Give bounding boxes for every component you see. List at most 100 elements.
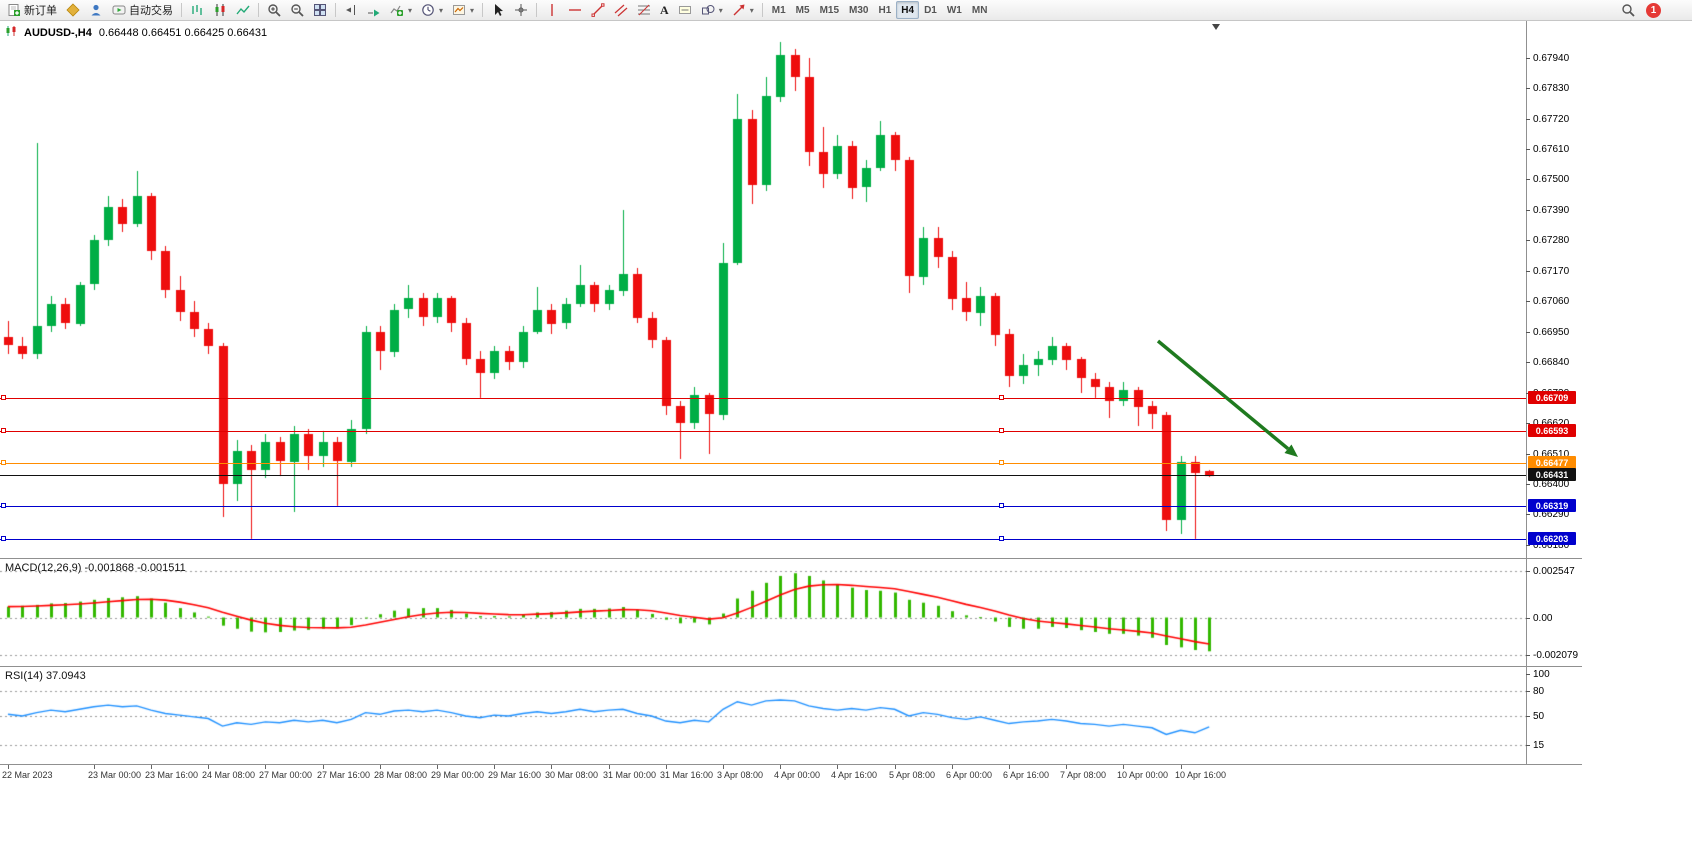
price-axis-tick <box>1526 484 1530 485</box>
dropdown-caret-icon: ▾ <box>408 5 413 15</box>
level-handle[interactable] <box>1 536 6 541</box>
time-axis-label: 28 Mar 08:00 <box>374 770 428 780</box>
time-axis-label: 23 Mar 16:00 <box>145 770 199 780</box>
templates-button[interactable]: ▾ <box>448 1 478 19</box>
chart-shift-button[interactable] <box>340 1 362 19</box>
timeframe-button-m15[interactable]: M15 <box>815 1 844 19</box>
level-handle[interactable] <box>1 503 6 508</box>
time-axis[interactable]: 22 Mar 2023 23 Mar 00:00 23 Mar 16:00 24 Ma… <box>0 764 1582 788</box>
level-handle[interactable] <box>1 428 6 433</box>
panel-separator[interactable] <box>0 666 1582 667</box>
rsi-canvas[interactable] <box>0 668 1526 764</box>
price-tick-label: 0.67500 <box>1533 174 1570 185</box>
level-handle[interactable] <box>999 503 1004 508</box>
level-handle[interactable] <box>999 395 1004 400</box>
level-handle[interactable] <box>999 536 1004 541</box>
cursor-button[interactable] <box>487 1 509 19</box>
level-price-tag: 0.66709 <box>1528 391 1576 404</box>
time-axis-label: 24 Mar 08:00 <box>202 770 256 780</box>
bar-chart-icon <box>190 3 204 17</box>
text-label-button[interactable] <box>674 1 696 19</box>
timeframe-button-h4[interactable]: H4 <box>896 1 920 19</box>
level-handle[interactable] <box>1 395 6 400</box>
toolbar-separator <box>258 3 259 17</box>
level-line-0.66319[interactable] <box>0 506 1526 507</box>
price-tick-label: 0.66180 <box>1533 540 1570 551</box>
line-chart-icon <box>236 3 250 17</box>
time-axis-label: 31 Mar 00:00 <box>603 770 657 780</box>
tile-windows-button[interactable] <box>309 1 331 19</box>
level-line-0.66709[interactable] <box>0 398 1526 399</box>
autotrading-button[interactable]: 自动交易 <box>108 1 177 19</box>
level-handle[interactable] <box>1 460 6 465</box>
main-chart-canvas[interactable] <box>0 21 1526 558</box>
rsi-tick-label: 80 <box>1533 686 1545 697</box>
new-order-button[interactable]: 新订单 <box>3 1 61 19</box>
dropdown-caret-icon: ▾ <box>439 5 444 15</box>
level-line-0.66203[interactable] <box>0 539 1526 540</box>
zoom-in-button[interactable] <box>263 1 285 19</box>
vertical-line-button[interactable] <box>541 1 563 19</box>
level-handle[interactable] <box>999 460 1004 465</box>
timeframe-button-m30[interactable]: M30 <box>844 1 873 19</box>
macd-axis-tick <box>1526 618 1530 619</box>
time-axis-tick <box>94 765 95 769</box>
current-price-tag: 0.66431 <box>1528 468 1576 481</box>
periods-button[interactable]: ▾ <box>417 1 447 19</box>
trendline-button[interactable] <box>587 1 609 19</box>
indicators-button[interactable]: ▾ <box>386 1 416 19</box>
level-price-tag: 0.66319 <box>1528 499 1576 512</box>
level-handle[interactable] <box>999 428 1004 433</box>
time-axis-label: 4 Apr 00:00 <box>774 770 821 780</box>
bar-chart-button[interactable] <box>186 1 208 19</box>
horizontal-line-button[interactable] <box>564 1 586 19</box>
templates-icon <box>452 3 466 17</box>
zoom-out-button[interactable] <box>286 1 308 19</box>
trend-arrow-annotation[interactable] <box>0 21 1526 558</box>
macd-canvas[interactable] <box>0 560 1526 666</box>
price-axis-tick <box>1526 149 1530 150</box>
candlestick-chart-button[interactable] <box>209 1 231 19</box>
macd-tick-label: -0.002079 <box>1533 650 1579 661</box>
price-tick-label: 0.67280 <box>1533 235 1570 246</box>
timeframe-button-m1[interactable]: M1 <box>767 1 791 19</box>
metaeditor-button[interactable] <box>62 1 84 19</box>
timeframe-button-mn[interactable]: MN <box>967 1 993 19</box>
crosshair-icon <box>514 3 528 17</box>
dropdown-caret-icon: ▾ <box>718 5 723 15</box>
text-button[interactable]: A <box>656 1 673 19</box>
toolbar-separator <box>181 3 182 17</box>
equidistant-channel-icon <box>614 3 628 17</box>
arrows-dropdown-button[interactable]: ▾ <box>728 1 758 19</box>
fibonacci-button[interactable] <box>633 1 655 19</box>
search-button[interactable] <box>1617 1 1639 19</box>
level-line-0.66593[interactable] <box>0 431 1526 432</box>
line-chart-button[interactable] <box>232 1 254 19</box>
dropdown-caret-icon: ▾ <box>749 5 754 15</box>
trendline-icon <box>591 3 605 17</box>
time-axis-label: 29 Mar 00:00 <box>431 770 485 780</box>
crosshair-button[interactable] <box>510 1 532 19</box>
auto-scroll-button[interactable] <box>363 1 385 19</box>
time-axis-tick <box>1181 765 1182 769</box>
price-axis-tick <box>1526 88 1530 89</box>
macd-axis-tick <box>1526 655 1530 656</box>
rsi-tick-label: 100 <box>1533 669 1550 680</box>
timeframe-button-d1[interactable]: D1 <box>919 1 942 19</box>
time-axis-label: 29 Mar 16:00 <box>488 770 542 780</box>
notification-badge[interactable]: 1 <box>1646 2 1661 18</box>
market-watch-button[interactable] <box>85 1 107 19</box>
chart-shift-marker[interactable] <box>1212 24 1220 30</box>
price-axis-tick <box>1526 454 1530 455</box>
panel-separator[interactable] <box>0 558 1582 559</box>
time-axis-label: 7 Apr 08:00 <box>1060 770 1107 780</box>
level-line-0.66477[interactable] <box>0 463 1526 464</box>
timeframe-button-h1[interactable]: H1 <box>873 1 896 19</box>
timeframe-button-m5[interactable]: M5 <box>791 1 815 19</box>
timeframe-button-w1[interactable]: W1 <box>942 1 967 19</box>
equidistant-channel-button[interactable] <box>610 1 632 19</box>
time-axis-tick <box>380 765 381 769</box>
time-axis-tick <box>666 765 667 769</box>
current-price-line[interactable] <box>0 475 1526 476</box>
shapes-dropdown-button[interactable]: ▾ <box>697 1 727 19</box>
